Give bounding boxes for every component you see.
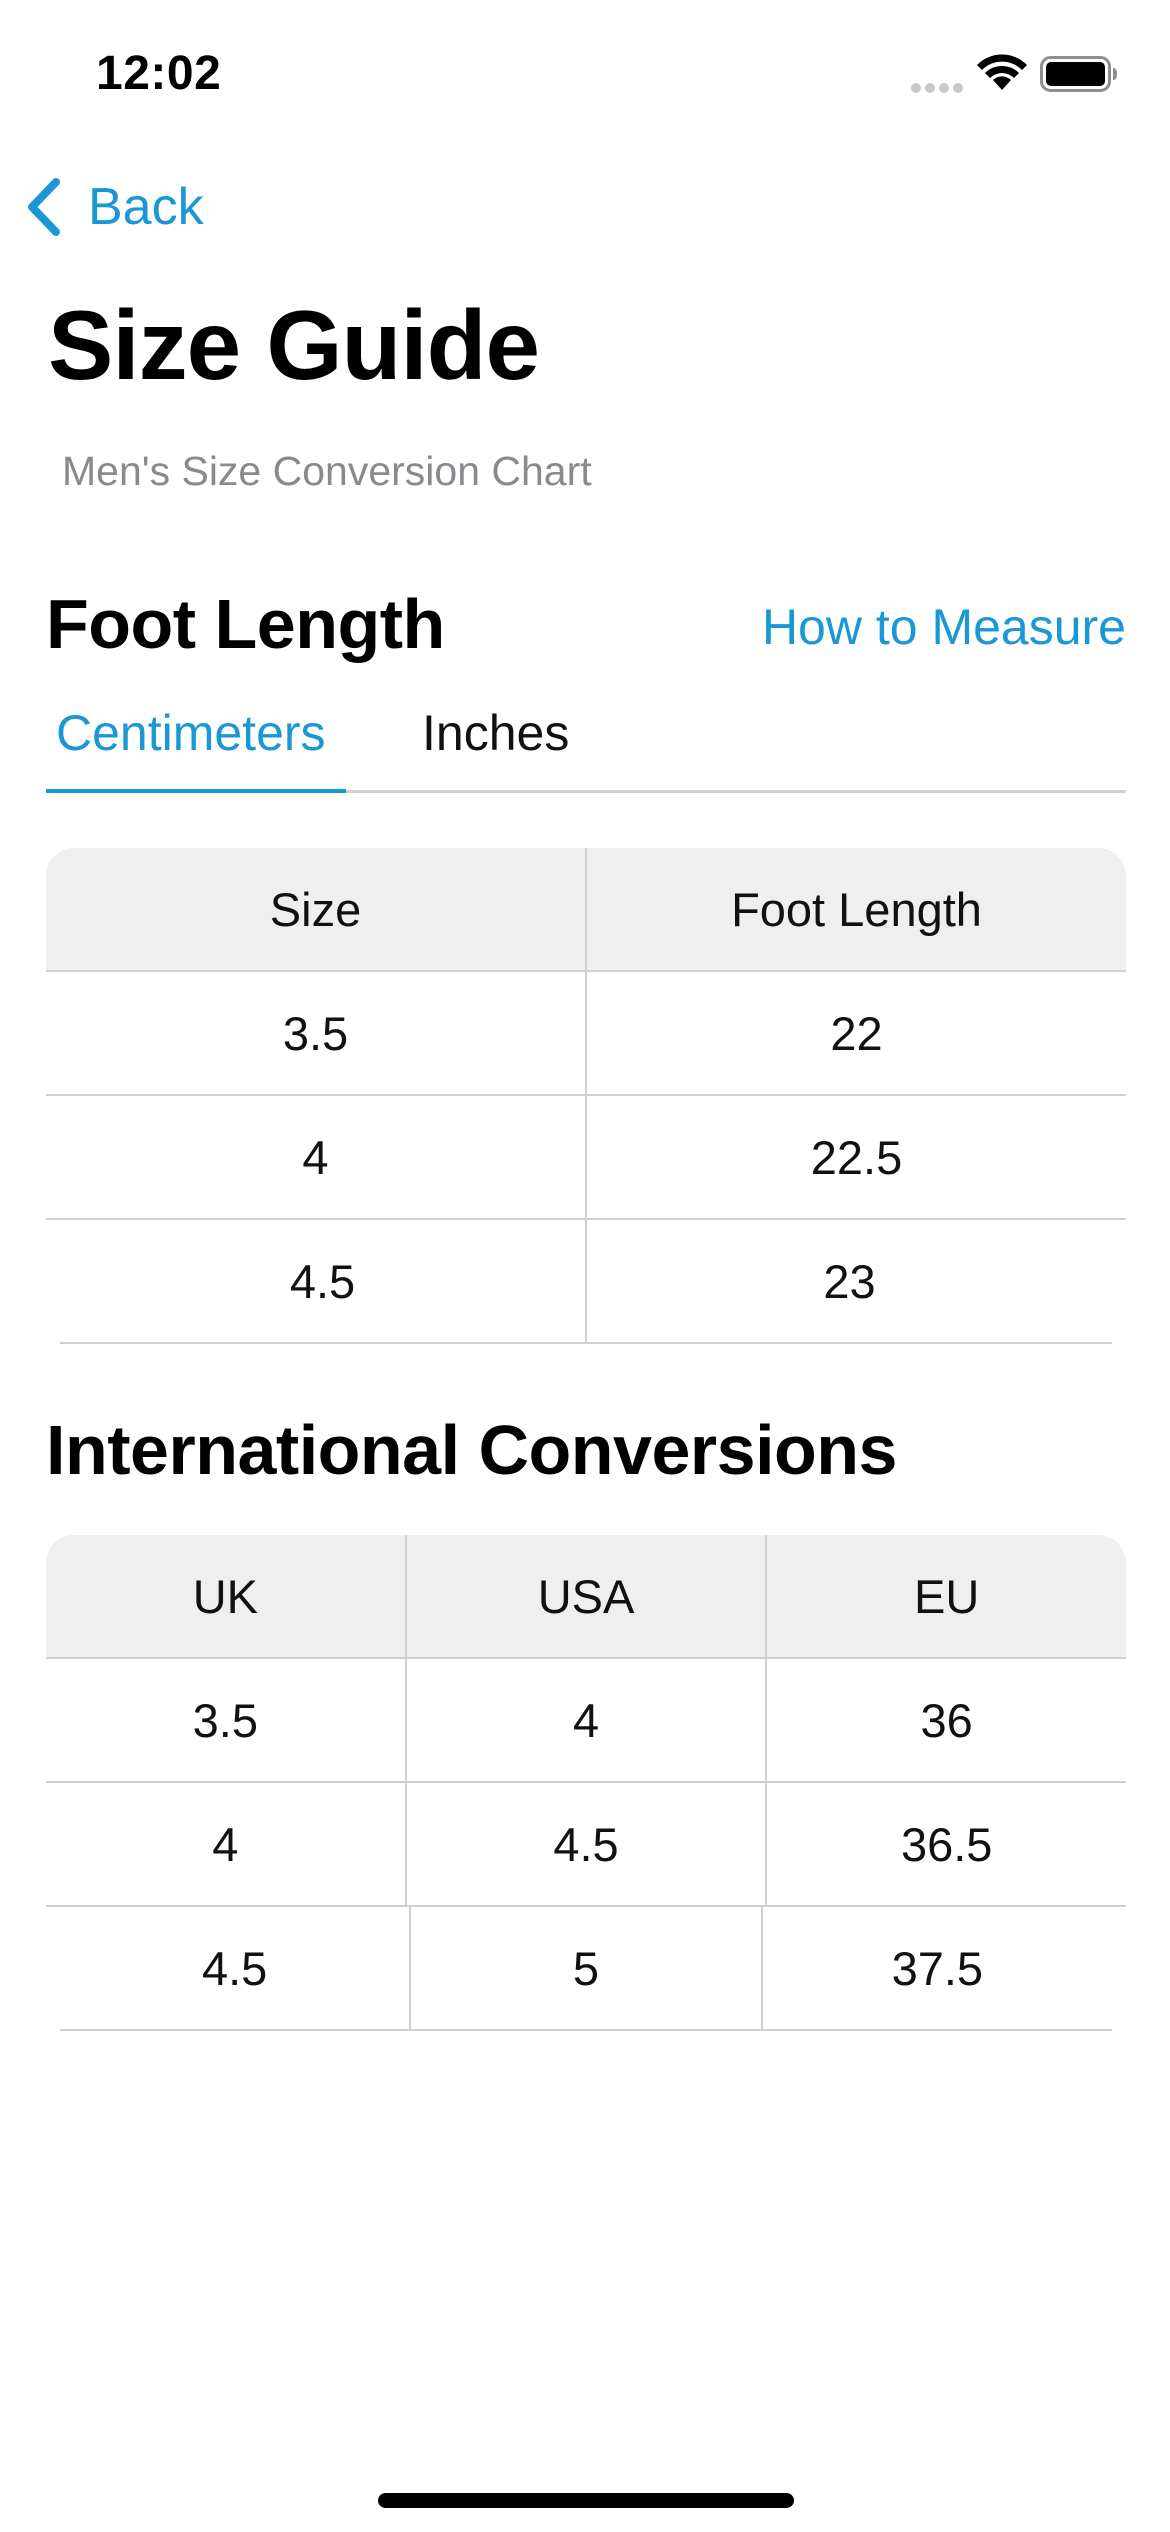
header-cell-eu: EU	[914, 1569, 980, 1623]
back-label: Back	[88, 178, 204, 236]
signal-icon	[911, 83, 963, 93]
table-cell: 4.5	[46, 1220, 587, 1342]
table-cell: 36	[920, 1693, 973, 1747]
tab-inches[interactable]: Inches	[422, 705, 570, 761]
header-cell-usa: USA	[407, 1535, 768, 1657]
page-title: Size Guide	[48, 290, 540, 400]
table-cell: 3.5	[46, 1659, 407, 1781]
table-cell: 4.5	[407, 1783, 768, 1905]
back-button[interactable]: Back	[24, 172, 204, 242]
table-cell: 37.5	[891, 1941, 984, 1995]
table-row: 3.5 22	[46, 972, 1126, 1096]
table-header-row: UK USA EU	[46, 1535, 1126, 1659]
how-to-measure-link[interactable]: How to Measure	[761, 599, 1126, 655]
table-row: 4 4.5 36.5	[46, 1783, 1126, 1907]
table-cell: 4.5	[46, 1907, 412, 2029]
table-row: 4 22.5	[46, 1096, 1126, 1220]
table-cell: 22.5	[810, 1130, 903, 1184]
unit-tabs: Centimeters Inches	[46, 690, 1126, 793]
status-time: 12:02	[96, 47, 222, 100]
table-cell: 23	[823, 1254, 876, 1308]
table-cell: 4	[46, 1096, 587, 1218]
table-row: 4.5 23	[60, 1220, 1112, 1344]
page-subtitle: Men's Size Conversion Chart	[62, 448, 592, 494]
battery-icon	[1040, 56, 1117, 92]
header-cell-foot-length: Foot Length	[731, 882, 982, 936]
table-row: 3.5 4 36	[46, 1659, 1126, 1783]
status-bar: 12:02	[0, 0, 1170, 150]
table-cell: 4	[46, 1783, 407, 1905]
header-cell-size: Size	[46, 848, 587, 970]
tab-selected-indicator	[46, 789, 346, 793]
table-cell: 3.5	[46, 972, 587, 1094]
table-header-row: Size Foot Length	[46, 848, 1126, 972]
table-cell: 36.5	[900, 1817, 993, 1871]
international-conversions-title: International Conversions	[46, 1411, 897, 1489]
foot-length-table: Size Foot Length 3.5 22 4 22.5 4.5 23	[46, 848, 1126, 1344]
foot-length-title: Foot Length	[46, 585, 445, 663]
table-cell: 22	[830, 1006, 883, 1060]
table-cell: 4	[407, 1659, 768, 1781]
table-row: 4.5 5 37.5	[60, 1907, 1112, 2031]
home-indicator[interactable]	[378, 2493, 794, 2508]
chevron-left-icon	[28, 178, 60, 236]
table-cell: 5	[411, 1907, 763, 2029]
wifi-icon	[977, 54, 1027, 90]
header-cell-uk: UK	[46, 1535, 407, 1657]
international-conversions-table: UK USA EU 3.5 4 36 4 4.5 36.5 4.5 5 37.5	[46, 1535, 1126, 2031]
tab-centimeters[interactable]: Centimeters	[56, 705, 326, 761]
